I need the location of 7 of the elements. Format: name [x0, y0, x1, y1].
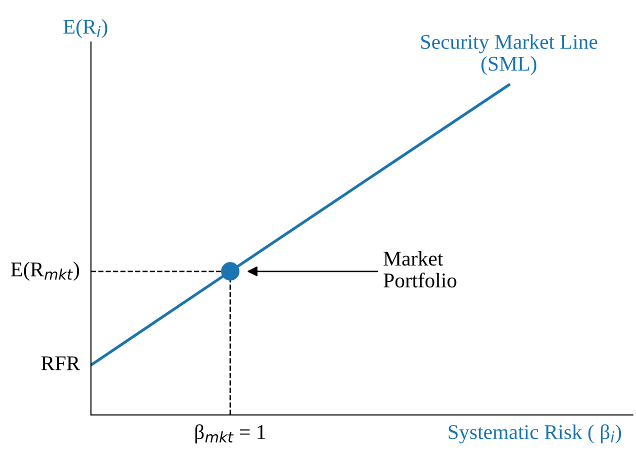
- x-axis-title: Systematic Risk ( β$_{i}$): [448, 424, 622, 444]
- annotation: Market Portfolio: [384, 251, 456, 288]
- y-axis-title: E(R$_{i}$): [63, 19, 108, 38]
- ref-line-label: E(R$_{mkt}$): [10, 262, 80, 281]
- text: β$_{mkt}$ = 1: [195, 424, 266, 444]
- series-label: Security Market Line (SML): [421, 34, 598, 76]
- text: RFR: [41, 356, 80, 370]
